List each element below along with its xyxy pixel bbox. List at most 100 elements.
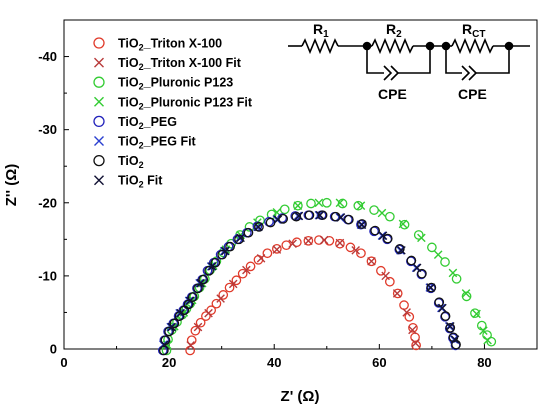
cpe2-label: CPE [458, 86, 487, 102]
data-point [210, 257, 221, 268]
fit-point [397, 246, 406, 255]
data-point [198, 274, 209, 285]
data-point [321, 197, 332, 208]
legend-label: TiO2_Triton X-100 [118, 37, 222, 53]
legend-item: TiO2_Pluronic P123 [93, 76, 233, 92]
data-point [304, 210, 315, 221]
legend-marker [93, 115, 105, 128]
fit-point [377, 231, 387, 240]
fit-point [450, 335, 460, 344]
legend-marker [94, 136, 104, 146]
y-axis-title: Z'' (Ω) [3, 164, 20, 206]
fit-point [228, 279, 238, 289]
data-point [271, 243, 282, 254]
y-tick-label: -40 [38, 49, 57, 64]
data-point [193, 283, 203, 294]
legend-label: TiO2_Triton X-100 Fit [118, 56, 242, 72]
equivalent-circuit [288, 37, 530, 81]
rct-label: RCT [462, 21, 485, 40]
circuit-wire [398, 46, 431, 74]
resistor-r1-symbol [301, 37, 339, 55]
data-point [353, 200, 364, 211]
data-point [190, 325, 201, 336]
legend-item: TiO2 Fit [94, 174, 163, 190]
y-tick-label: -30 [38, 122, 57, 137]
fit-point [185, 296, 195, 306]
legend-item: TiO2_Triton X-100 Fit [94, 56, 242, 72]
plot-frame [63, 19, 538, 350]
data-point [344, 214, 354, 225]
fit-point [207, 262, 217, 271]
legend-marker [94, 57, 104, 68]
fit-point [176, 308, 185, 318]
data-point [384, 276, 395, 287]
fit-point [315, 210, 325, 220]
data-point [408, 322, 418, 333]
fit-point [445, 322, 455, 331]
fit-point [426, 283, 436, 292]
data-point [369, 205, 379, 215]
fit-point [408, 325, 417, 335]
data-point [451, 273, 462, 284]
fit-point [196, 278, 205, 288]
r2-label: R2 [386, 21, 402, 40]
data-point [245, 261, 256, 272]
data-point [366, 256, 377, 267]
fit-point [336, 213, 346, 222]
data-point [356, 248, 366, 259]
data-point [206, 305, 217, 316]
data-point [357, 219, 367, 229]
circuit-wire [445, 46, 462, 74]
fit-point [412, 263, 422, 273]
fit-point [357, 220, 367, 230]
legend-marker [94, 175, 104, 186]
data-point [426, 282, 437, 293]
legend-item: TiO2_Pluronic P123 Fit [94, 95, 253, 111]
legend-label: TiO2_Pluronic P123 [118, 76, 233, 92]
data-point [384, 211, 395, 222]
data-point [317, 210, 328, 221]
fit-point [206, 262, 216, 271]
y-axis: 0 -10 -20 -30 -40 [38, 49, 69, 357]
data-point [159, 345, 169, 356]
data-point [434, 297, 445, 308]
series-8 [160, 210, 460, 349]
fit-point [411, 338, 420, 348]
data-point [237, 268, 248, 279]
data-point [169, 318, 180, 329]
y-tick-label: 0 [50, 342, 57, 357]
series-3 [161, 197, 497, 356]
fit-point [398, 219, 408, 229]
data-point [204, 265, 214, 276]
fit-point [293, 201, 303, 210]
data-point [445, 322, 456, 333]
fit-point [351, 246, 360, 255]
fit-point [254, 222, 263, 232]
fit-point [417, 233, 426, 243]
data-point [217, 249, 228, 260]
cpe1-label: CPE [378, 86, 407, 102]
data-point [211, 298, 222, 309]
data-point [345, 242, 356, 253]
data-point [306, 198, 316, 209]
fit-point [242, 265, 251, 275]
fit-point [167, 322, 177, 332]
fit-point [483, 335, 492, 345]
data-point [234, 234, 244, 245]
legend-item: TiO2_Triton X-100 [93, 37, 222, 53]
data-point [279, 204, 290, 215]
fit-point [381, 271, 390, 281]
x-tick-label: 40 [267, 355, 281, 370]
legend-item: TiO2_PEG [93, 115, 177, 131]
fit-point [461, 289, 471, 298]
fit-point [186, 341, 195, 350]
x-axis-title: Z' (Ω) [281, 388, 320, 405]
fit-point [448, 268, 458, 278]
y-tick-label: -20 [38, 195, 57, 210]
data-point [376, 265, 386, 276]
data-point [183, 299, 194, 310]
fit-point [175, 308, 184, 318]
data-point [187, 292, 198, 302]
fit-point [402, 308, 411, 317]
cpe1-symbol [383, 65, 393, 81]
